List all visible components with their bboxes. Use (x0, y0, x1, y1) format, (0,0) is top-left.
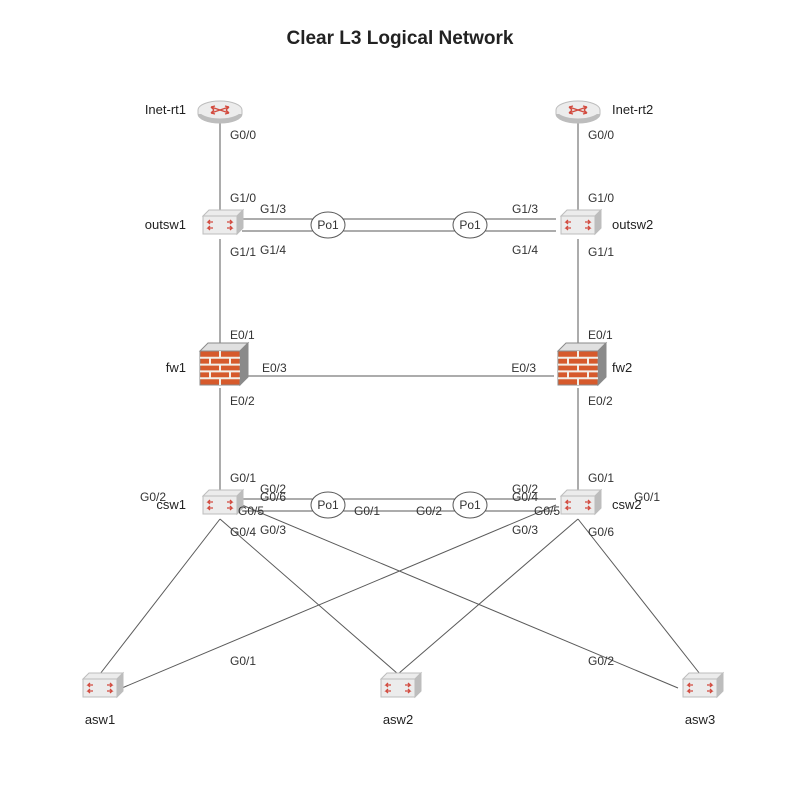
port-label: G0/1 (230, 654, 256, 668)
port-label: E0/3 (262, 361, 287, 375)
port-label: G0/3 (260, 523, 286, 537)
node-label-csw2: csw2 (612, 497, 642, 512)
diagram-svg (0, 0, 800, 793)
node-label-inet_rt2: Inet-rt2 (612, 102, 653, 117)
node-label-fw1: fw1 (166, 360, 186, 375)
po-oval-label: Po1 (459, 498, 480, 512)
port-label: G0/2 (588, 654, 614, 668)
port-label: G1/1 (588, 245, 614, 259)
port-label: G0/2 (416, 504, 442, 518)
node-label-asw2: asw2 (383, 712, 413, 727)
node-asw3 (683, 673, 723, 697)
port-label: G0/4 (512, 490, 538, 504)
port-label: G0/4 (230, 525, 256, 539)
port-label: G0/0 (588, 128, 614, 142)
node-outsw2 (561, 210, 601, 234)
port-label: G0/6 (588, 525, 614, 539)
port-label: G0/5 (534, 504, 560, 518)
port-label: G0/6 (260, 490, 286, 504)
node-fw1 (200, 343, 248, 385)
node-label-asw1: asw1 (85, 712, 115, 727)
port-label: E0/1 (588, 328, 613, 342)
port-label: E0/2 (588, 394, 613, 408)
port-label: G1/1 (230, 245, 256, 259)
port-label: E0/2 (230, 394, 255, 408)
node-label-inet_rt1: Inet-rt1 (145, 102, 186, 117)
port-label: G1/0 (588, 191, 614, 205)
node-csw2 (561, 490, 601, 514)
node-inet_rt2 (556, 101, 600, 123)
po-oval-label: Po1 (317, 498, 338, 512)
port-label: G0/1 (354, 504, 380, 518)
node-label-asw3: asw3 (685, 712, 715, 727)
port-label: G0/1 (588, 471, 614, 485)
port-label: G1/4 (260, 243, 286, 257)
port-label: G0/0 (230, 128, 256, 142)
node-inet_rt1 (198, 101, 242, 123)
port-label: G0/1 (230, 471, 256, 485)
port-label: G0/3 (512, 523, 538, 537)
port-label: G1/3 (512, 202, 538, 216)
node-label-outsw2: outsw2 (612, 217, 653, 232)
node-label-csw1: csw1 (156, 497, 186, 512)
port-label: E0/1 (230, 328, 255, 342)
node-fw2 (558, 343, 606, 385)
port-label: E0/3 (511, 361, 536, 375)
node-label-outsw1: outsw1 (145, 217, 186, 232)
node-csw1 (203, 490, 243, 514)
port-label: G1/0 (230, 191, 256, 205)
port-label: G1/4 (512, 243, 538, 257)
node-label-fw2: fw2 (612, 360, 632, 375)
po-oval-label: Po1 (317, 218, 338, 232)
port-label: G0/5 (238, 504, 264, 518)
port-label: G1/3 (260, 202, 286, 216)
node-asw2 (381, 673, 421, 697)
node-asw1 (83, 673, 123, 697)
node-outsw1 (203, 210, 243, 234)
po-oval-label: Po1 (459, 218, 480, 232)
